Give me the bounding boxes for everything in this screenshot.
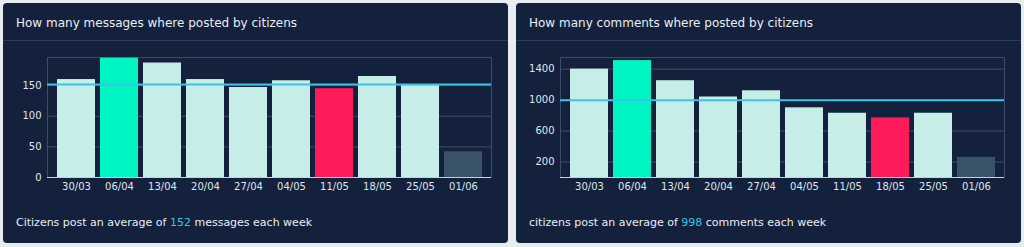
svg-text:01/06: 01/06 — [962, 181, 991, 192]
svg-text:18/05: 18/05 — [363, 181, 392, 192]
svg-text:06/04: 06/04 — [618, 181, 647, 192]
svg-text:06/04: 06/04 — [105, 181, 134, 192]
svg-text:13/04: 13/04 — [148, 181, 177, 192]
svg-text:600: 600 — [535, 125, 554, 136]
svg-text:04/05: 04/05 — [790, 181, 819, 192]
svg-text:18/05: 18/05 — [876, 181, 905, 192]
svg-text:20/04: 20/04 — [191, 181, 220, 192]
svg-text:13/04: 13/04 — [661, 181, 690, 192]
svg-text:27/04: 27/04 — [234, 181, 263, 192]
svg-text:0: 0 — [35, 172, 41, 183]
svg-text:50: 50 — [29, 141, 42, 152]
svg-text:30/03: 30/03 — [62, 181, 91, 192]
html-text:Citizens post an average of 15: Citizens post an average of 152 messages… — [16, 216, 312, 229]
svg-text:04/05: 04/05 — [277, 181, 306, 192]
svg-text:25/05: 25/05 — [919, 181, 948, 192]
svg-text:200: 200 — [535, 156, 554, 167]
svg-text:1000: 1000 — [529, 94, 554, 105]
svg-text:150: 150 — [22, 80, 41, 91]
svg-text:1400: 1400 — [529, 63, 554, 74]
html-text:citizens post an average of 99: citizens post an average of 998 comments… — [529, 216, 827, 229]
svg-text:25/05: 25/05 — [406, 181, 435, 192]
html-text:How many comments where posted: How many comments where posted by citize… — [529, 16, 814, 30]
svg-text:01/06: 01/06 — [449, 181, 478, 192]
html-text:How many messages where posted: How many messages where posted by citize… — [16, 16, 297, 30]
svg-text:27/04: 27/04 — [747, 181, 776, 192]
svg-text:11/05: 11/05 — [320, 181, 349, 192]
svg-text:30/03: 30/03 — [575, 181, 604, 192]
svg-text:100: 100 — [22, 110, 41, 121]
svg-text:11/05: 11/05 — [833, 181, 862, 192]
svg-text:20/04: 20/04 — [704, 181, 733, 192]
